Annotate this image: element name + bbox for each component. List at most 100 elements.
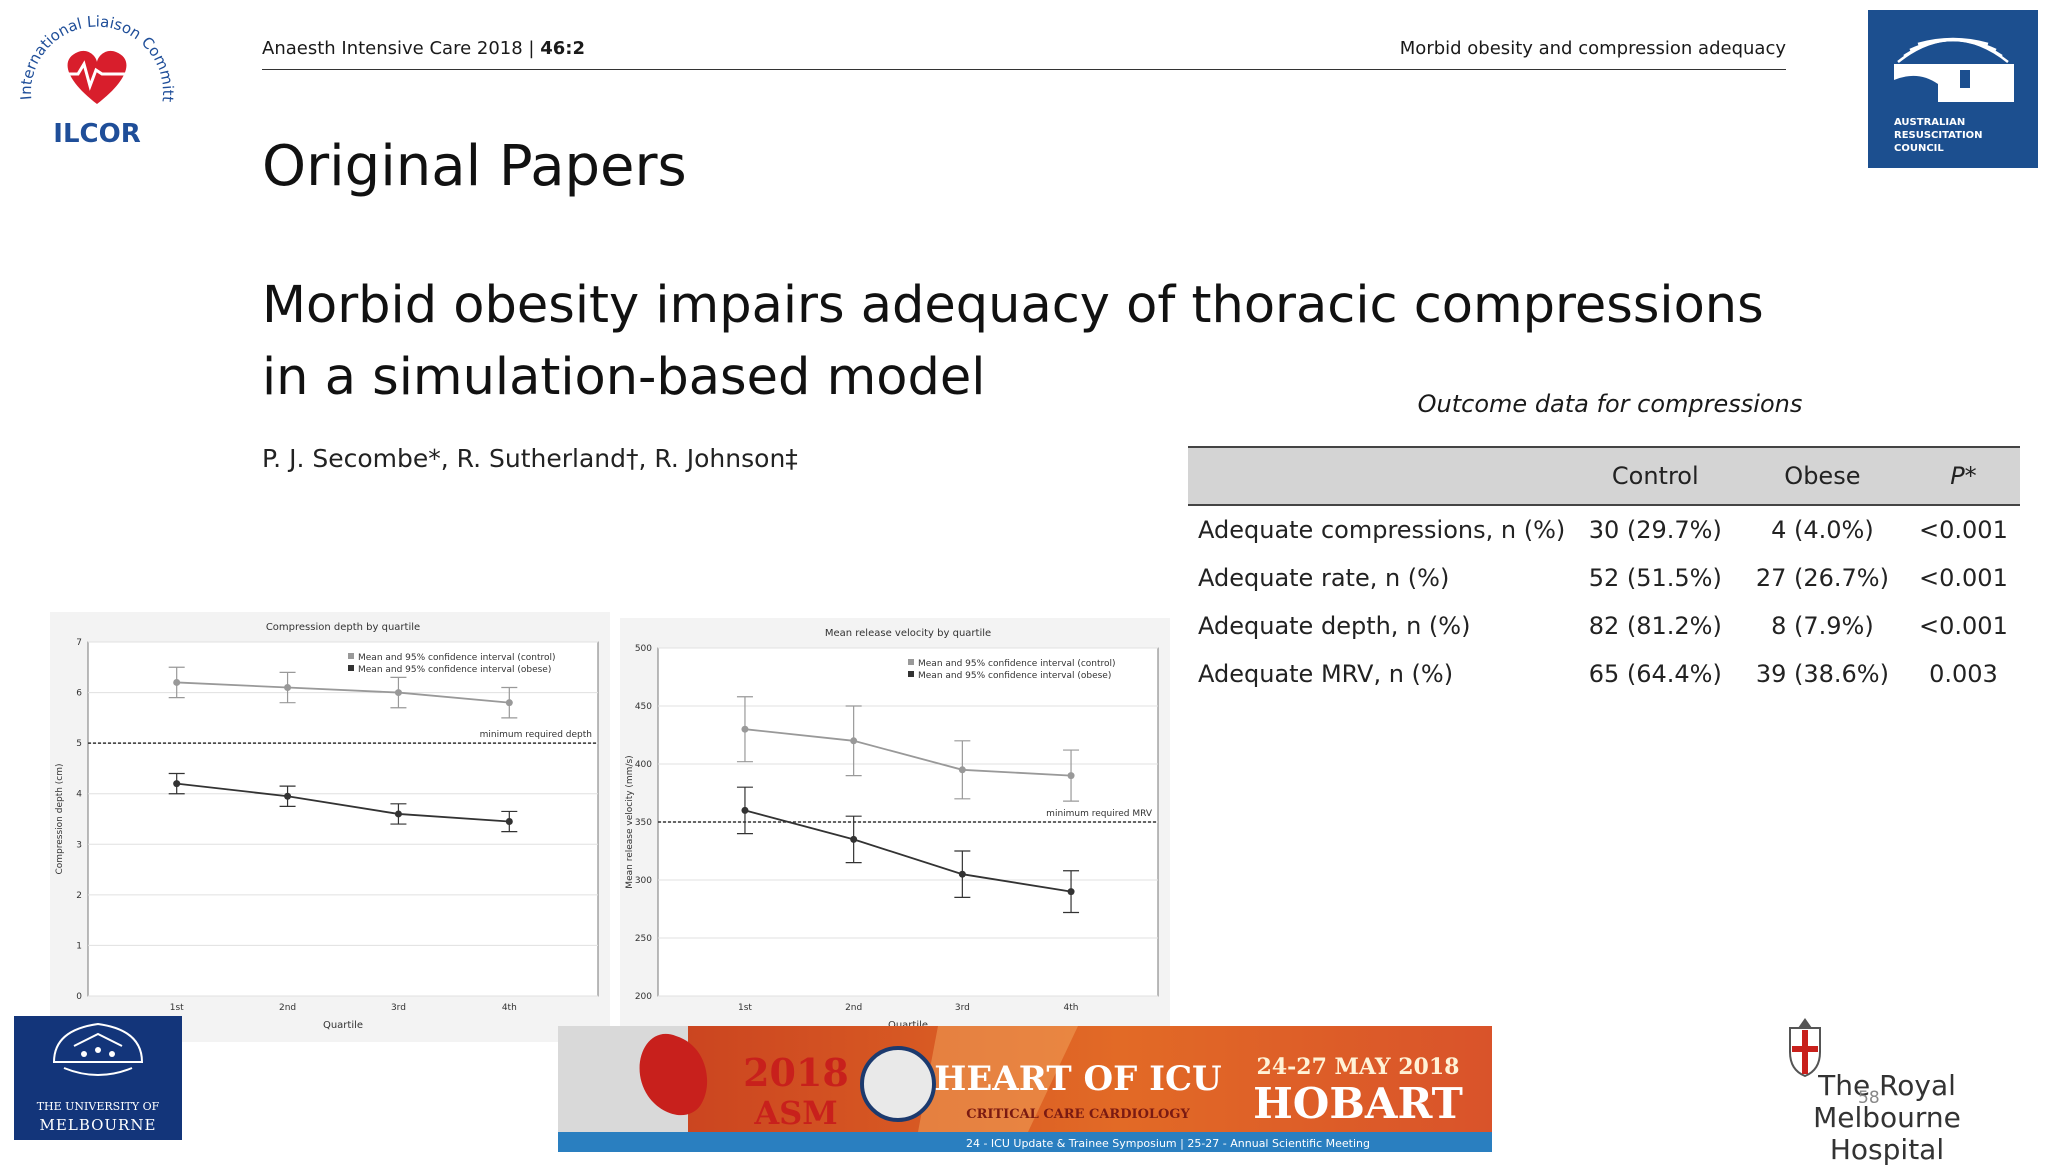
y-tick-label: 5 [76, 739, 82, 749]
table-row: Adequate rate, n (%) 52 (51.5%) 27 (26.7… [1188, 554, 2020, 602]
table-cell: 8 (7.9%) [1771, 612, 1874, 640]
table-cell: 4 (4.0%) [1771, 516, 1874, 544]
table-row: Adequate compressions, n (%) 30 (29.7%) … [1188, 505, 2020, 554]
section-title: Original Papers [262, 134, 687, 199]
series-line-obese [176, 782, 510, 823]
chart-release-velocity: Mean release velocity by quartile 200 250 3… [620, 618, 1170, 1042]
y-tick-label: 500 [635, 644, 652, 654]
chart-compression-depth: Compression depth by quartile 0 1 2 3 4 5 6 7 1st… [50, 612, 610, 1042]
x-tick-label: 3rd [391, 1003, 406, 1013]
rmh-crest-icon [1789, 1018, 1821, 1078]
data-point-obese [741, 806, 749, 814]
data-point-obese [505, 818, 513, 826]
rmh-logo: The Royal Melbourne Hospital [1752, 1018, 2022, 1166]
y-tick-label: 1 [76, 941, 82, 951]
outcome-table: Control Obese P* Adequate compressions, … [1188, 446, 2020, 698]
unimelb-line-2: MELBOURNE [39, 1116, 157, 1134]
x-tick-label: 4th [502, 1003, 517, 1013]
banner-dates: 24-27 MAY 2018 [1257, 1054, 1460, 1080]
table-row: Adequate MRV, n (%) 65 (64.4%) 39 (38.6%… [1188, 650, 2020, 698]
chart-title: Compression depth by quartile [266, 622, 420, 633]
threshold-label: minimum required depth [480, 730, 592, 740]
x-tick-label: 4th [1064, 1003, 1079, 1013]
series-line-control [744, 728, 1072, 777]
banner-year: 2018 [743, 1050, 849, 1095]
table-cell: Adequate depth, n (%) [1198, 612, 1471, 640]
x-tick-label: 3rd [955, 1003, 970, 1013]
y-tick-label: 450 [635, 702, 652, 712]
arc-line-3: COUNCIL [1894, 143, 1944, 154]
y-tick-label: 350 [635, 818, 652, 828]
data-point-obese [850, 835, 858, 843]
table-cell: 0.003 [1929, 660, 1998, 688]
conference-banner: 2018 ASM HEART OF ICU CRITICAL CARE CARD… [558, 1026, 1492, 1152]
rmh-line-1: The Royal [1818, 1069, 1956, 1102]
y-tick-label: 250 [635, 934, 652, 944]
table-cell: <0.001 [1919, 516, 2008, 544]
table-cell: 30 (29.7%) [1588, 516, 1722, 544]
plot-area [87, 641, 599, 997]
y-tick-label: 6 [76, 689, 82, 699]
data-point-control [394, 689, 402, 697]
compression-depth-chart-svg: Compression depth by quartile 0 1 2 3 4 5 6 7 1st… [54, 622, 599, 1042]
article-authors: P. J. Secombe*, R. Sutherland†, R. Johns… [262, 444, 798, 473]
data-point-obese [958, 870, 966, 878]
table-cell: Adequate MRV, n (%) [1198, 660, 1454, 688]
arc-line-2: RESUSCITATION [1894, 130, 1983, 141]
page-number: 58 [1858, 1088, 1880, 1108]
heart-icon [67, 50, 127, 104]
banner-headline: HEART OF ICU [934, 1059, 1221, 1099]
ilcor-logo: International Liaison Committee on Resus… [3, 0, 186, 186]
unimelb-crest-icon [52, 1022, 144, 1076]
unimelb-line-1: THE UNIVERSITY OF [36, 1100, 160, 1113]
x-tick-label: 1st [170, 1003, 184, 1013]
y-tick-label: 300 [635, 876, 652, 886]
y-tick-label: 3 [76, 840, 82, 850]
rmh-line-2: Melbourne Hospital [1813, 1101, 1961, 1166]
legend-entry: Mean and 95% confidence interval (contro… [918, 659, 1116, 669]
y-tick-label: 7 [76, 638, 82, 648]
data-point-control [505, 699, 513, 707]
banner-footer: 24 - ICU Update & Trainee Symposium | 25… [966, 1137, 1370, 1150]
data-point-obese [284, 792, 292, 800]
legend-marker [348, 653, 354, 659]
y-tick-label: 400 [635, 760, 652, 770]
table-cell: 65 (64.4%) [1588, 660, 1722, 688]
data-point-control [741, 725, 749, 733]
threshold-label: minimum required MRV [1046, 809, 1153, 819]
legend-marker [348, 665, 354, 671]
data-point-obese [394, 810, 402, 818]
banner-city: HOBART [1253, 1079, 1463, 1128]
journal-name: Anaesth Intensive Care 2018 [262, 38, 523, 59]
article-title: Morbid obesity impairs adequacy of thora… [262, 276, 1764, 407]
table-header-p: P* [1906, 446, 2020, 506]
table-cell: 52 (51.5%) [1588, 564, 1722, 592]
table-header-blank [1188, 446, 1573, 506]
data-point-control [850, 737, 858, 745]
heart-graphic-icon [639, 1033, 708, 1116]
table-cell: 39 (38.6%) [1755, 660, 1889, 688]
x-tick-label: 2nd [845, 1003, 862, 1013]
table-header-row: Control Obese P* [1188, 446, 2020, 506]
data-point-control [284, 684, 292, 692]
legend-entry: Mean and 95% confidence interval (obese) [358, 665, 551, 675]
table-caption: Outcome data for compressions [1417, 390, 1803, 418]
y-axis-label: Compression depth (cm) [55, 763, 65, 874]
arc-logo: AUSTRALIAN RESUSCITATION COUNCIL [1868, 10, 2038, 168]
y-tick-label: 0 [76, 992, 82, 1002]
y-tick-label: 4 [76, 790, 82, 800]
table-row: Adequate depth, n (%) 82 (81.2%) 8 (7.9%… [1188, 602, 2020, 650]
banner-subheadline: CRITICAL CARE CARDIOLOGY [966, 1107, 1190, 1122]
legend-marker [908, 671, 914, 677]
chart-title: Mean release velocity by quartile [825, 628, 991, 639]
legend-entry: Mean and 95% confidence interval (contro… [358, 653, 556, 663]
arc-emblem-icon [1894, 37, 2014, 102]
data-point-control [173, 678, 181, 686]
table-cell: Adequate compressions, n (%) [1198, 516, 1566, 544]
journal-citation: Anaesth Intensive Care 2018 | 46:2 [262, 38, 585, 59]
table-cell: <0.001 [1919, 564, 2008, 592]
ilcor-wordmark: ILCOR [53, 119, 140, 149]
arc-line-1: AUSTRALIAN [1894, 117, 1966, 128]
table-cell: 27 (26.7%) [1755, 564, 1889, 592]
data-point-control [958, 766, 966, 774]
